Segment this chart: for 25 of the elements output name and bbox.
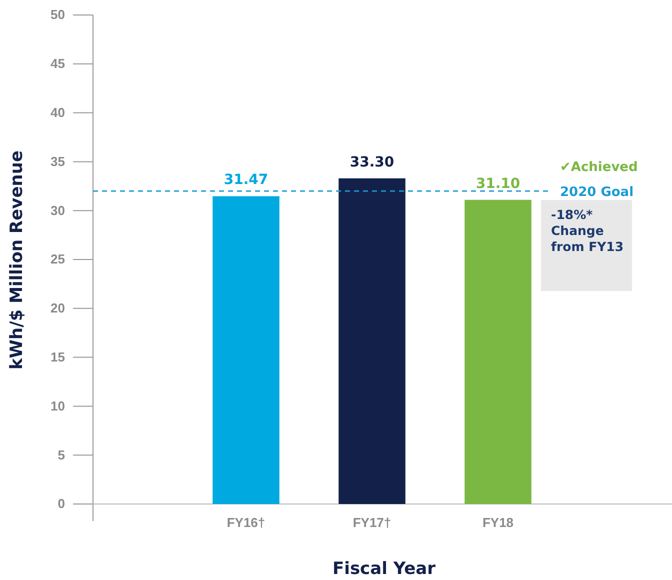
data-label: 31.10	[476, 176, 520, 192]
y-tick-label: 0	[58, 496, 65, 512]
bar	[464, 200, 532, 504]
y-tick-label: 30	[50, 202, 65, 218]
x-axis-title: Fiscal Year	[332, 559, 436, 579]
y-tick-label: 35	[50, 154, 65, 169]
x-tick-label: FY17†	[352, 515, 392, 530]
ref-line-label: 2020 Goal	[560, 185, 634, 200]
note-box: -18%* Change from FY13	[541, 200, 632, 291]
y-tick-label: 15	[50, 349, 65, 364]
x-tick-label: FY16†	[226, 515, 266, 530]
y-tick-label: 50	[50, 7, 65, 22]
x-tick-label: FY18	[482, 515, 514, 530]
y-tick-label: 40	[50, 104, 65, 120]
data-label: 31.47	[224, 172, 268, 188]
y-tick-label: 25	[50, 252, 65, 267]
bar	[338, 178, 406, 504]
text: ✔Achieved	[560, 160, 638, 176]
y-axis-title: kWh/$ Million Revenue	[7, 150, 27, 370]
y-tick-label: 45	[50, 56, 65, 72]
y-tick-label: 20	[50, 300, 65, 316]
data-label: 33.30	[350, 154, 394, 170]
bar	[212, 196, 280, 504]
y-tick-label: 5	[58, 447, 65, 462]
y-tick-label: 10	[50, 398, 65, 414]
